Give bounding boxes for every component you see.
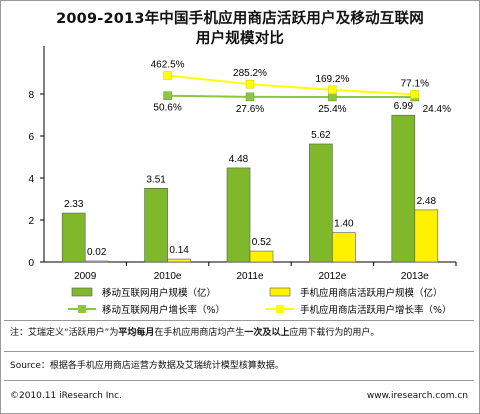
bar xyxy=(84,260,109,263)
chart-title-line2: 用户规模对比 xyxy=(195,31,285,47)
x-tick-label: 2013e xyxy=(401,271,429,282)
legend-label: 手机应用商店活跃用户增长率（%） xyxy=(300,304,452,316)
legend-swatch xyxy=(269,287,291,297)
bar xyxy=(391,114,416,263)
y-tick-label: 4 xyxy=(28,174,34,185)
bar xyxy=(226,167,251,263)
legend-label: 移动互联网用户规模（亿） xyxy=(102,287,216,299)
divider-middle xyxy=(4,351,474,352)
bar xyxy=(332,232,356,263)
series-marker xyxy=(328,85,337,95)
bar xyxy=(309,143,333,263)
source-note: Source：根据各手机应用商店运营方数据及艾瑞统计模型核算数据。 xyxy=(10,361,284,371)
bar-value-label: 2.48 xyxy=(417,196,437,207)
line-value-label: 25.4% xyxy=(318,104,346,115)
bar-value-label: 6.99 xyxy=(394,101,414,112)
bar-value-label: 2.33 xyxy=(64,199,84,210)
series-marker xyxy=(410,90,420,99)
legend-label: 手机应用商店活跃用户规模（亿） xyxy=(300,287,443,299)
definition-note: 注：艾瑞定义“活跃用户”为平均每月在手机应用商店均产生一次及以上应用下载行为的用… xyxy=(10,328,380,338)
x-tick-label: 2011e xyxy=(236,271,264,282)
bar-value-label: 1.40 xyxy=(334,219,354,230)
line-value-label: 462.5% xyxy=(151,59,185,70)
line-value-label: 169.2% xyxy=(315,74,349,85)
series-line xyxy=(167,74,415,96)
legend-swatch-marker xyxy=(276,305,284,313)
series-marker xyxy=(328,92,337,102)
bar-value-label: 4.48 xyxy=(229,154,249,165)
line-value-label: 50.6% xyxy=(153,103,181,114)
bar-value-label: 5.62 xyxy=(311,130,331,141)
bar-value-label: 0.52 xyxy=(252,237,272,248)
bar xyxy=(414,209,439,263)
chart-title-line1: 2009-2013年中国手机应用商店活跃用户及移动互联网 xyxy=(56,11,424,27)
bar xyxy=(144,187,168,263)
y-tick-label: 6 xyxy=(28,132,34,143)
bar xyxy=(167,258,191,263)
y-tick-label: 2 xyxy=(28,216,34,227)
copyright-text: ©2010.11 iResearch Inc. xyxy=(10,391,122,401)
bar xyxy=(249,250,274,263)
line-value-label: 77.1% xyxy=(401,78,429,89)
website-text: www.iresearch.com.cn xyxy=(366,391,468,401)
chart-canvas: 0 2 4 6 8 2009 2010e 2011e 2012e 2013e 2.33 3.51 4.4… xyxy=(28,46,457,316)
series-marker xyxy=(163,91,172,100)
divider-top xyxy=(4,320,474,321)
bar xyxy=(61,212,86,263)
legend-swatch-marker xyxy=(78,305,86,313)
line-value-label: 27.6% xyxy=(236,104,264,115)
bar-value-label: 3.51 xyxy=(146,174,166,185)
bar-value-label: 0.02 xyxy=(87,247,107,258)
series-marker xyxy=(245,79,255,89)
legend-label: 移动互联网用户增长率（%） xyxy=(102,304,225,316)
series-line xyxy=(167,94,415,99)
line-value-label: 285.2% xyxy=(233,68,267,79)
x-tick-label: 2010e xyxy=(154,271,182,282)
series-marker xyxy=(163,71,172,80)
divider-bottom xyxy=(4,380,474,381)
y-tick-label: 0 xyxy=(28,258,34,269)
y-tick-label: 8 xyxy=(28,90,34,101)
x-tick-label: 2009 xyxy=(74,271,97,282)
series-marker xyxy=(245,92,255,102)
x-tick-label: 2012e xyxy=(318,271,346,282)
line-value-label: 24.4% xyxy=(423,104,451,115)
legend-swatch xyxy=(71,287,93,297)
bar-value-label: 0.14 xyxy=(169,245,189,256)
